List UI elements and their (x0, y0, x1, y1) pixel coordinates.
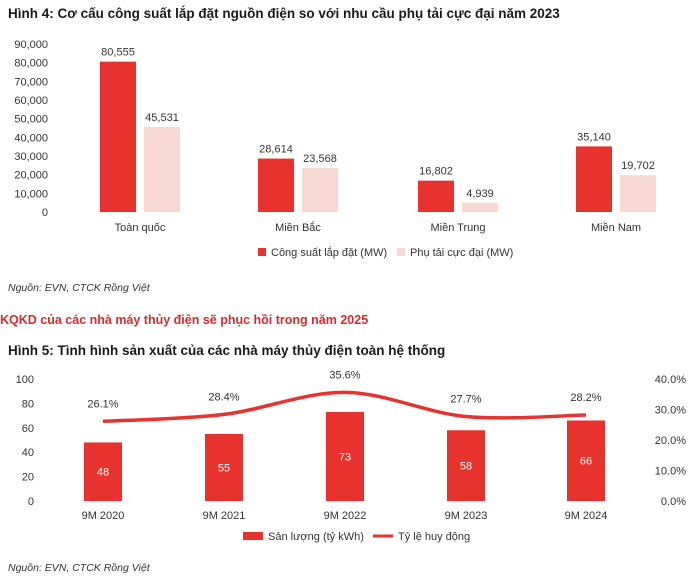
bar-value-label: 73 (339, 451, 351, 463)
y-tick-label: 0 (42, 207, 48, 219)
category-label: 9M 2023 (445, 510, 488, 522)
bar-value-label: 48 (97, 467, 109, 479)
legend-swatch (243, 532, 263, 540)
data-label: 4,939 (466, 188, 494, 200)
y-tick-label: 10,000 (14, 188, 48, 200)
y-tick-label: 20,000 (14, 170, 48, 182)
line-value-label: 28.2% (570, 392, 601, 404)
figure4-title: Hình 4: Cơ cấu công suất lắp đặt nguồn đ… (8, 6, 560, 21)
y-tick-label: 50,000 (14, 114, 48, 126)
bar-value-label: 58 (460, 461, 472, 473)
data-label: 19,702 (621, 160, 655, 172)
bar (620, 175, 656, 212)
category-label: 9M 2021 (203, 510, 246, 522)
figure5-source: Nguồn: EVN, CTCK Rồng Việt (8, 562, 150, 574)
bar (447, 430, 485, 501)
bar (326, 411, 364, 501)
y-tick-label: 30,000 (14, 151, 48, 163)
bar (462, 202, 498, 212)
y-left-tick-label: 40 (22, 447, 34, 459)
data-label: 16,802 (419, 166, 453, 178)
figure4-source: Nguồn: EVN, CTCK Rồng Việt (8, 282, 150, 294)
legend-label: Phụ tải cực đại (MW) (410, 247, 513, 259)
bar (576, 146, 612, 212)
line-series (102, 390, 587, 424)
chart-hydro-production: 0 20 40 60 80 100 0.0% 10.0% 20.0% 30.0% 40.0% 48 9M… (16, 369, 687, 543)
bar (258, 158, 294, 212)
data-label: 35,140 (577, 131, 611, 143)
y-left-tick-label: 0 (28, 496, 34, 508)
y-left-tick-label: 80 (22, 398, 34, 410)
y-right-tick-label: 20.0% (655, 435, 686, 447)
y-right-tick-label: 10.0% (655, 466, 686, 478)
category-label: Toàn quốc (115, 222, 166, 234)
chart-installed-capacity: 0 10,000 20,000 30,000 40,000 50,000 60,000 70,… (14, 39, 656, 259)
legend-swatch (258, 248, 266, 256)
y-right-tick-label: 40.0% (655, 374, 686, 386)
bar-value-label: 66 (580, 456, 592, 468)
y-right-tick-label: 30.0% (655, 405, 686, 417)
legend-swatch (397, 248, 405, 256)
y-left-tick-label: 60 (22, 423, 34, 435)
category-label: 9M 2020 (82, 510, 125, 522)
line-value-label: 27.7% (450, 394, 481, 406)
category-label: Miền Nam (591, 222, 641, 234)
y-tick-label: 40,000 (14, 132, 48, 144)
legend-label: Sản lượng (tỷ kWh) (268, 531, 364, 543)
legend-label: Tỷ lệ huy động (398, 531, 470, 543)
bar (302, 168, 338, 212)
category-label: Miền Trung (430, 222, 485, 234)
figure5-title: Hình 5: Tình hình sản xuất của các nhà m… (8, 343, 446, 358)
data-label: 45,531 (145, 112, 179, 124)
y-left-tick-label: 100 (16, 374, 34, 386)
bar (84, 442, 122, 501)
data-label: 80,555 (101, 47, 135, 59)
bar (144, 127, 180, 212)
bar (205, 433, 243, 501)
legend-label: Công suất lắp đặt (MW) (271, 246, 387, 259)
category-label: 9M 2022 (324, 510, 367, 522)
section-heading: KQKD của các nhà máy thủy điện sẽ phục h… (0, 313, 369, 327)
y-tick-label: 80,000 (14, 58, 48, 70)
line-value-label: 26.1% (87, 398, 118, 410)
line-value-label: 28.4% (208, 391, 239, 403)
y-tick-label: 70,000 (14, 76, 48, 88)
bar (418, 180, 454, 212)
bar (100, 61, 136, 213)
line-value-label: 35.6% (329, 369, 360, 381)
y-right-tick-label: 0.0% (661, 496, 686, 508)
y-tick-label: 60,000 (14, 95, 48, 107)
data-label: 23,568 (303, 153, 337, 165)
bar (567, 420, 605, 501)
category-label: Miền Bắc (275, 221, 321, 234)
data-label: 28,614 (259, 144, 293, 156)
category-label: 9M 2024 (565, 510, 608, 522)
y-left-tick-label: 20 (22, 472, 34, 484)
bar-value-label: 55 (218, 462, 230, 474)
y-tick-label: 90,000 (14, 39, 48, 51)
